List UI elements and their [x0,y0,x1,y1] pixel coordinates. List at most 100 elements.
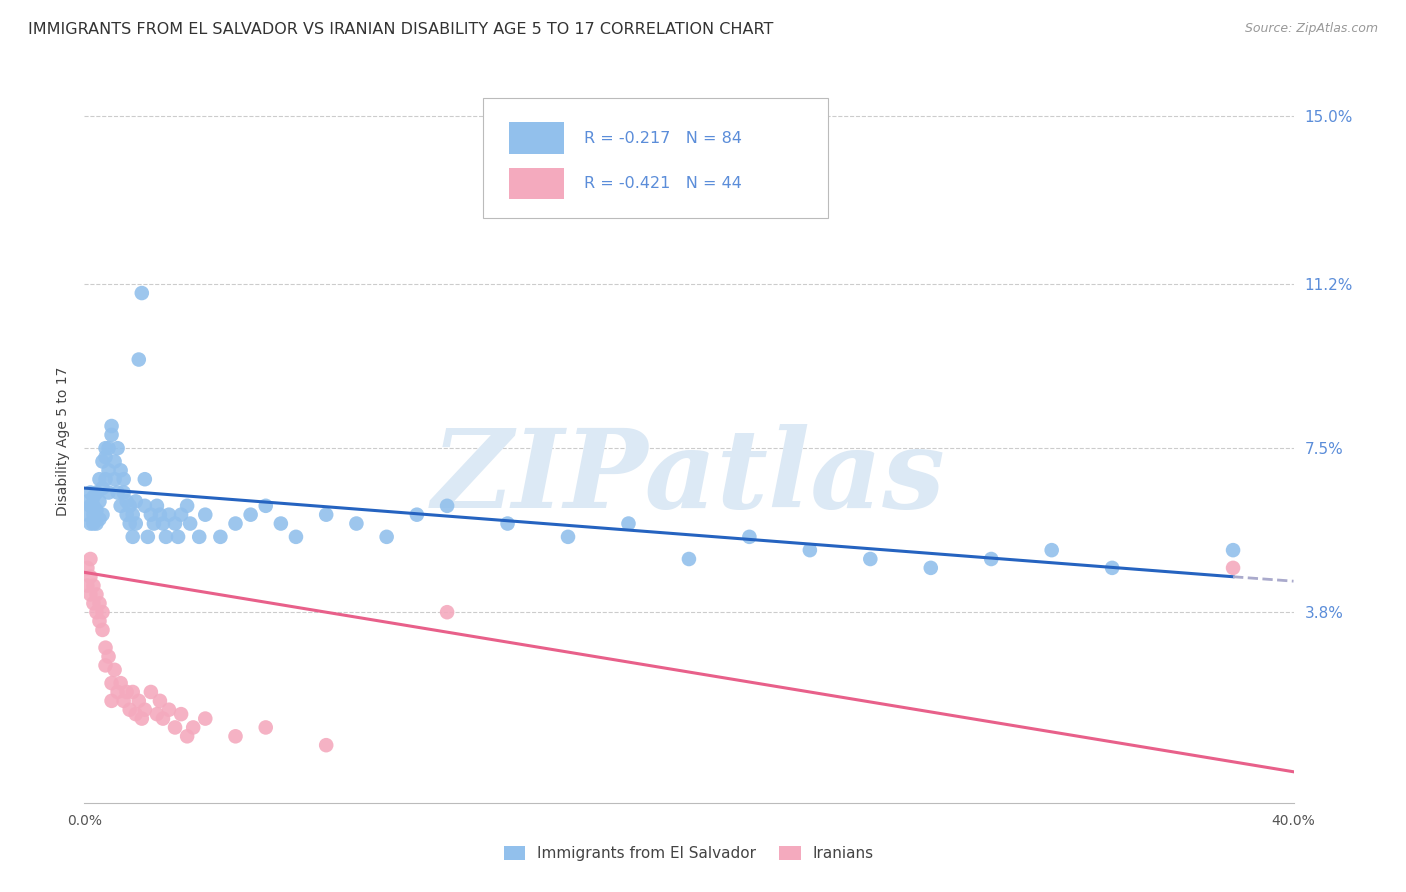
Point [82,579,104,593]
Point [239,508,262,522]
Point [104,663,127,677]
Point [110,676,132,690]
Point [142,516,165,531]
Point [149,508,172,522]
Point [980,552,1002,566]
Point [115,494,138,508]
Point [270,516,292,531]
Point [285,530,308,544]
Point [100,694,122,708]
Point [86,503,108,517]
Point [181,721,204,735]
Point [115,508,138,522]
Point [315,508,337,522]
Point [89,614,111,628]
Point [79,499,101,513]
Point [146,499,169,513]
Point [176,729,198,743]
Point [118,703,141,717]
Point [496,516,519,531]
Point [112,472,135,486]
Point [134,703,156,717]
Point [170,508,193,522]
Point [89,472,111,486]
Point [920,561,942,575]
Point [254,499,277,513]
Point [82,490,104,504]
Point [152,712,174,726]
Point [82,516,104,531]
Point [188,530,211,544]
Text: R = -0.217   N = 84: R = -0.217 N = 84 [583,130,742,145]
Point [91,623,114,637]
Point [82,499,104,513]
Point [157,703,180,717]
Point [254,721,277,735]
Point [79,570,101,584]
Point [1222,543,1244,558]
Point [86,516,108,531]
Point [134,499,156,513]
Point [136,530,159,544]
FancyBboxPatch shape [509,168,564,200]
Point [121,530,143,544]
Point [91,454,114,468]
Point [165,721,187,735]
Point [179,516,201,531]
Point [110,499,132,513]
Point [79,552,101,566]
Point [1040,543,1063,558]
Point [97,441,120,455]
Point [94,658,117,673]
Y-axis label: Disability Age 5 to 17: Disability Age 5 to 17 [56,367,70,516]
Point [107,485,129,500]
Point [170,707,193,722]
Point [86,587,108,601]
Point [436,499,458,513]
Point [94,640,117,655]
Point [155,530,177,544]
Point [112,694,135,708]
Point [1222,561,1244,575]
Point [176,499,198,513]
Point [799,543,821,558]
Point [131,712,153,726]
Point [104,454,127,468]
Text: Source: ZipAtlas.com: Source: ZipAtlas.com [1244,22,1378,36]
Text: ZIPatlas: ZIPatlas [432,424,946,532]
Point [76,508,98,522]
Point [110,463,132,477]
Point [125,516,148,531]
Point [76,494,98,508]
Point [82,596,104,610]
Point [107,441,129,455]
Point [115,685,138,699]
Point [86,485,108,500]
Text: R = -0.421   N = 44: R = -0.421 N = 44 [583,176,741,191]
Point [104,472,127,486]
Point [436,605,458,619]
Point [152,516,174,531]
Point [149,694,172,708]
Point [97,463,120,477]
Point [557,530,579,544]
Point [617,516,640,531]
Point [94,441,117,455]
Point [375,530,398,544]
Point [678,552,700,566]
Point [738,530,761,544]
Point [346,516,368,531]
FancyBboxPatch shape [509,122,564,154]
Point [194,712,217,726]
Point [100,428,122,442]
Point [82,508,104,522]
Point [79,485,101,500]
Point [121,685,143,699]
Point [91,508,114,522]
Point [131,286,153,301]
Point [89,494,111,508]
Point [165,516,187,531]
Point [97,485,120,500]
Point [79,587,101,601]
Point [118,499,141,513]
